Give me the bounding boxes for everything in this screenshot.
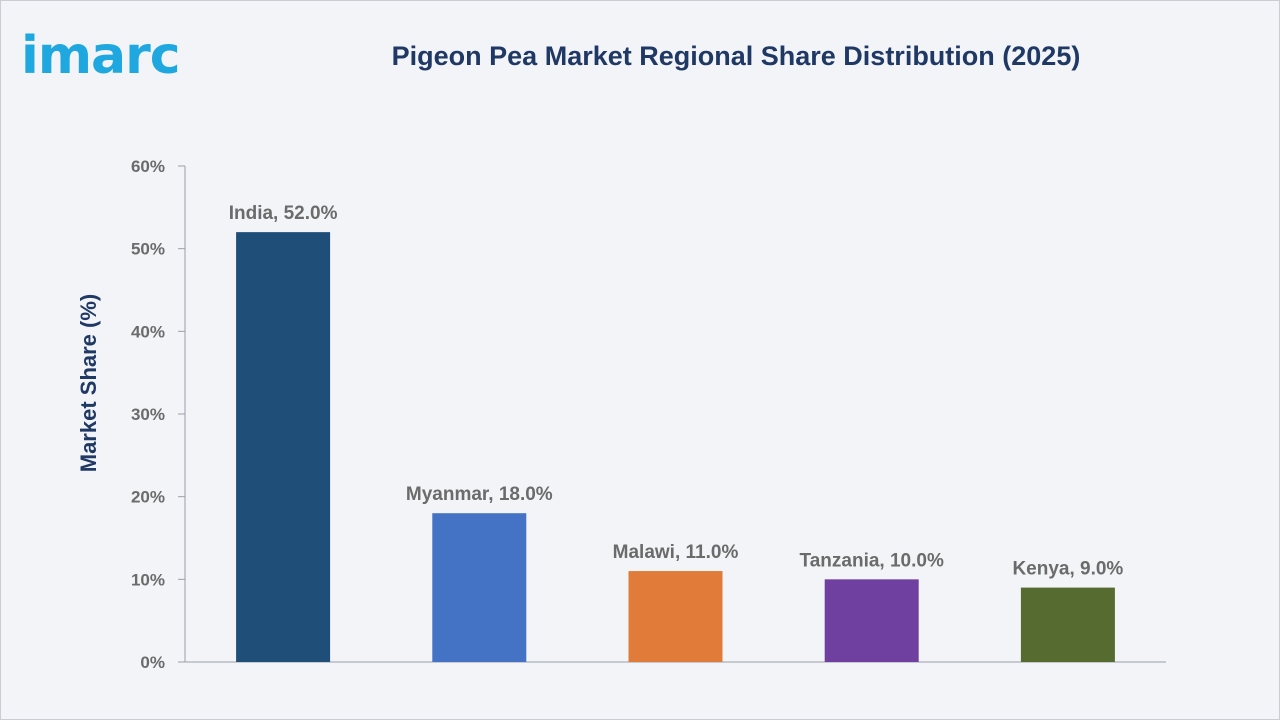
chart-title: Pigeon Pea Market Regional Share Distrib… <box>391 41 1081 71</box>
y-tick-label: 60% <box>131 157 165 176</box>
bar-data-label: Kenya, 9.0% <box>1012 559 1123 580</box>
y-tick-label: 50% <box>131 240 165 259</box>
bar <box>1020 587 1115 662</box>
bar <box>824 579 919 662</box>
bar-data-label: India, 52.0% <box>229 203 338 224</box>
bar <box>432 513 527 662</box>
y-tick-label: 20% <box>131 488 165 507</box>
bar-data-label: Malawi, 11.0% <box>613 542 739 563</box>
bar-data-label: Tanzania, 10.0% <box>800 550 944 571</box>
y-tick-label: 0% <box>140 653 165 672</box>
bar-data-label: Myanmar, 18.0% <box>406 484 553 505</box>
bar <box>236 232 331 662</box>
bar <box>628 571 723 662</box>
imarc-logo: imarc <box>21 26 181 85</box>
y-tick-label: 30% <box>131 405 165 424</box>
logo-text: imarc <box>21 26 180 85</box>
y-tick-label: 10% <box>131 570 165 589</box>
y-tick-label: 40% <box>131 322 165 341</box>
